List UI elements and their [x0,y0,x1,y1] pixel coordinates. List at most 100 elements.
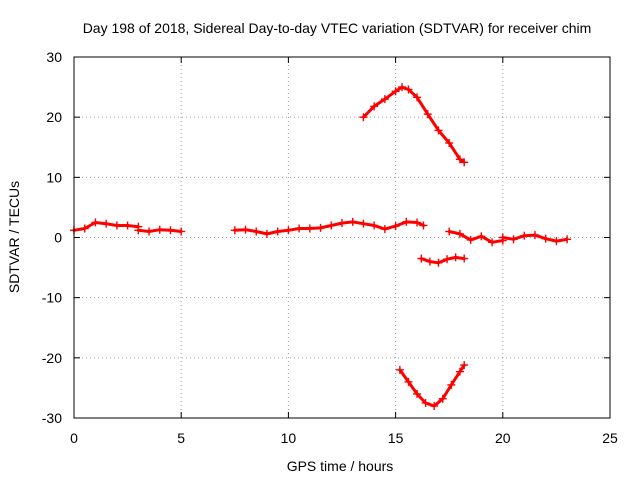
y-tick-label: -10 [42,290,62,306]
data-point [395,365,404,374]
data-point [380,95,389,104]
data-point [417,254,426,263]
data-point [434,258,443,267]
data-point [91,218,100,227]
data-point [241,225,250,234]
x-axis-title: GPS time / hours [287,458,394,474]
series-segment-8 [498,231,572,246]
data-point [520,231,529,240]
series-segment-5 [395,361,469,410]
data-point [425,257,434,266]
data-point [530,231,539,240]
data-point [419,221,428,230]
data-point [460,254,469,263]
gridlines [74,57,610,418]
data-point [455,229,464,238]
y-tick-label: 20 [46,109,62,125]
series-segment-6 [417,253,469,267]
data-point [316,223,325,232]
data-point [447,380,456,389]
data-point [509,235,518,244]
data-point [370,102,379,111]
y-tick-labels: -30 -20 -10 0 10 20 30 [42,49,62,426]
x-tick-label: 10 [281,430,297,446]
data-point [563,235,572,244]
data-point [443,255,452,264]
data-point [155,225,164,234]
data-point [359,113,368,122]
data-point [404,377,413,386]
data-point [380,225,389,234]
data-point [438,394,447,403]
series-segment-7 [445,227,507,247]
data-point [134,226,143,235]
series-line [447,230,505,244]
data-point [177,227,186,236]
x-tick-label: 25 [602,430,618,446]
data-point [413,218,422,227]
data-point [112,221,121,230]
x-tick-label: 0 [70,430,78,446]
data-point [402,217,411,226]
chart-title: Day 198 of 2018, Sidereal Day-to-day VTE… [83,20,592,36]
data-point [434,126,443,135]
series-segment-2 [134,225,186,236]
data-point [488,238,497,247]
data-point [252,227,261,236]
data-point [460,158,469,167]
data-point [455,367,464,376]
axis-ticks [73,56,611,419]
x-tick-label: 15 [388,430,404,446]
data-point [423,110,432,119]
series-line [361,85,466,164]
data-point [123,221,132,230]
data-point [284,226,293,235]
series-segment-1 [70,218,143,235]
series-segment-3 [230,217,428,238]
data-point [338,219,346,228]
data-point [230,226,239,235]
data-point [413,93,422,102]
data-point [404,85,413,94]
data-point [460,361,469,370]
y-tick-label: -30 [42,410,62,426]
data-point [166,226,175,235]
data-point [348,217,357,226]
data-point [80,224,89,233]
data-point [359,219,368,228]
y-tick-label: 0 [54,230,62,246]
data-point [421,398,430,407]
data-point [305,224,314,233]
data-point [102,219,111,228]
y-tick-label: -20 [42,350,62,366]
data-point [413,389,422,398]
y-axis-title: SDTVAR / TECUs [6,181,22,293]
x-tick-label: 5 [177,430,185,446]
data-point [451,253,460,262]
x-tick-label: 20 [495,430,511,446]
data-point [391,222,400,231]
data-point [273,227,282,236]
data-point [430,401,439,410]
series-segment-4 [359,83,469,167]
data-point [541,234,550,243]
data-series [70,83,572,410]
data-point [295,224,304,233]
data-point [445,139,454,148]
data-point [398,83,407,92]
data-point [466,235,475,244]
x-tick-labels: 0 5 10 15 20 25 [70,430,618,446]
data-point [498,233,507,242]
data-point [391,87,400,96]
data-point [145,227,154,236]
data-point [327,221,336,230]
data-point [455,155,464,164]
data-point [262,229,271,238]
y-tick-label: 10 [46,169,62,185]
data-point [552,237,561,246]
data-point [445,227,454,236]
data-point [370,221,379,230]
data-point [477,232,486,241]
y-tick-label: 30 [46,49,62,65]
